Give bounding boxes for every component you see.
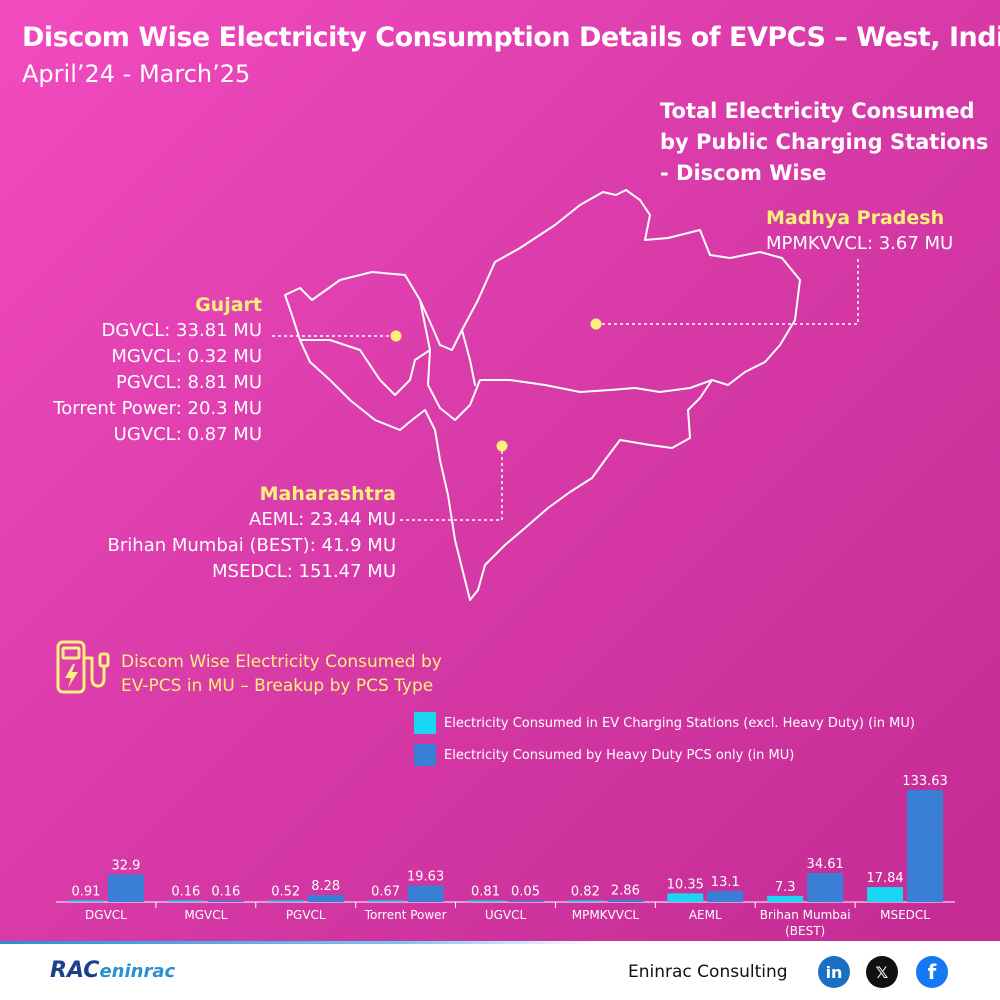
- data-label: 0.05: [511, 885, 540, 900]
- mp-label: Madhya Pradesh MPMKVVCL: 3.67 MU: [766, 205, 953, 257]
- marker-gujarat: [390, 330, 402, 342]
- data-label: 0.91: [71, 885, 100, 900]
- category-label: AEML: [689, 908, 722, 922]
- data-label: 34.61: [807, 857, 844, 872]
- bar-ev-stations: [567, 900, 604, 902]
- data-label: 0.16: [171, 885, 200, 900]
- bar-heavy-duty: [907, 790, 944, 902]
- footer: RACeninrac Eninrac Consulting in 𝕏 f: [0, 944, 1000, 1000]
- category-label: MGVCL: [184, 908, 227, 922]
- map-border: [419, 299, 456, 421]
- bar-heavy-duty: [107, 874, 144, 902]
- region-value: Brihan Mumbai (BEST): 41.9 MU: [107, 535, 396, 556]
- bar-heavy-duty: [707, 891, 744, 902]
- data-label: 0.16: [211, 885, 240, 900]
- legend-item: Electricity Consumed in EV Charging Stat…: [414, 712, 915, 734]
- data-label: 8.28: [311, 879, 340, 894]
- total-heading: Total Electricity Consumed by Public Cha…: [660, 96, 988, 189]
- total-heading-line: - Discom Wise: [660, 161, 827, 185]
- category-label: (BEST): [785, 924, 825, 938]
- maharashtra-label: Maharashtra AEML: 23.44 MU Brihan Mumbai…: [108, 481, 396, 585]
- bar-ev-stations: [167, 900, 204, 902]
- total-heading-line: by Public Charging Stations: [660, 130, 989, 154]
- data-label: 13.1: [711, 875, 740, 890]
- data-label: 19.63: [407, 870, 444, 885]
- section-title: Discom Wise Electricity Consumed by EV-P…: [121, 650, 442, 698]
- data-label: 7.3: [775, 880, 796, 895]
- bar-ev-stations: [67, 900, 104, 902]
- region-name: Gujart: [195, 294, 262, 316]
- marker-mp: [590, 318, 602, 330]
- footer-divider: [0, 941, 1000, 944]
- category-label: DGVCL: [85, 908, 127, 922]
- category-label: MSEDCL: [880, 908, 930, 922]
- data-label: 10.35: [667, 877, 704, 892]
- bar-heavy-duty: [207, 900, 244, 902]
- data-label: 0.52: [271, 885, 300, 900]
- bar-ev-stations: [867, 887, 904, 902]
- legend-swatch: [414, 712, 436, 734]
- facebook-icon[interactable]: f: [916, 956, 948, 988]
- data-label: 17.84: [866, 871, 903, 886]
- data-label: 133.63: [902, 774, 948, 789]
- linkedin-icon[interactable]: in: [818, 956, 850, 988]
- logo-main: RAC: [50, 958, 100, 983]
- bar-heavy-duty: [807, 872, 844, 902]
- company-name: Eninrac Consulting: [628, 962, 788, 982]
- region-value: MGVCL: 0.32 MU: [111, 346, 262, 367]
- logo-sub: eninrac: [99, 961, 176, 982]
- page-subtitle: April’24 - March’25: [22, 60, 251, 88]
- region-value: PGVCL: 8.81 MU: [115, 372, 262, 393]
- bar-ev-stations: [467, 900, 504, 902]
- region-value: AEML: 23.44 MU: [249, 509, 396, 530]
- bar-heavy-duty: [307, 895, 344, 902]
- category-label: MPMKVVCL: [572, 908, 640, 922]
- chart-legend: Electricity Consumed in EV Charging Stat…: [414, 712, 915, 776]
- region-value: MPMKVVCL: 3.67 MU: [766, 233, 954, 254]
- region-value: Torrent Power: 20.3 MU: [53, 398, 262, 419]
- total-heading-line: Total Electricity Consumed: [660, 99, 975, 123]
- page-title: Discom Wise Electricity Consumption Deta…: [22, 22, 1000, 53]
- region-name: Maharashtra: [259, 483, 396, 505]
- data-label: 0.67: [371, 885, 400, 900]
- bar-heavy-duty: [607, 899, 644, 902]
- category-label: UGVCL: [485, 908, 527, 922]
- map-border: [461, 329, 476, 386]
- section-title-line: EV-PCS in MU – Breakup by PCS Type: [121, 676, 434, 696]
- bar-ev-stations: [667, 893, 704, 902]
- data-label: 32.9: [111, 858, 140, 873]
- category-label: PGVCL: [286, 908, 326, 922]
- map-border: [454, 379, 713, 421]
- gujarat-label: Gujart DGVCL: 33.81 MU MGVCL: 0.32 MU PG…: [53, 292, 262, 448]
- bar-heavy-duty: [507, 900, 544, 902]
- region-value: MSEDCL: 151.47 MU: [212, 561, 396, 582]
- marker-maha: [496, 440, 508, 452]
- leader-line-mp: [596, 258, 859, 325]
- data-label: 0.82: [571, 885, 600, 900]
- map-coast: [299, 339, 431, 396]
- bar-chart: 0.91 32.9 DGVCL 0.16 0.16 MGVCL 0.52 8.28 PGVCL 0…: [56, 774, 955, 938]
- bar-heavy-duty: [407, 885, 444, 902]
- section-title-line: Discom Wise Electricity Consumed by: [121, 652, 442, 672]
- west-india-map: [284, 189, 859, 601]
- map-outline: [284, 189, 801, 601]
- region-value: DGVCL: 33.81 MU: [101, 320, 262, 341]
- legend-label: Electricity Consumed by Heavy Duty PCS o…: [444, 747, 795, 763]
- bar-ev-stations: [267, 900, 304, 902]
- legend-label: Electricity Consumed in EV Charging Stat…: [444, 715, 915, 731]
- category-label: Torrent Power: [364, 908, 447, 922]
- legend-swatch: [414, 744, 436, 766]
- x-icon[interactable]: 𝕏: [866, 956, 898, 988]
- leader-line-maha: [400, 446, 503, 521]
- data-label: 0.81: [471, 885, 500, 900]
- company-logo: RACeninrac: [50, 958, 175, 983]
- legend-item: Electricity Consumed by Heavy Duty PCS o…: [414, 744, 915, 766]
- category-label: Brihan Mumbai: [760, 908, 851, 922]
- bar-ev-stations: [767, 895, 804, 902]
- bar-ev-stations: [367, 900, 404, 902]
- data-label: 2.86: [611, 884, 640, 899]
- region-value: UGVCL: 0.87 MU: [113, 424, 262, 445]
- region-name: Madhya Pradesh: [766, 207, 945, 229]
- ev-charger-icon: [56, 640, 110, 694]
